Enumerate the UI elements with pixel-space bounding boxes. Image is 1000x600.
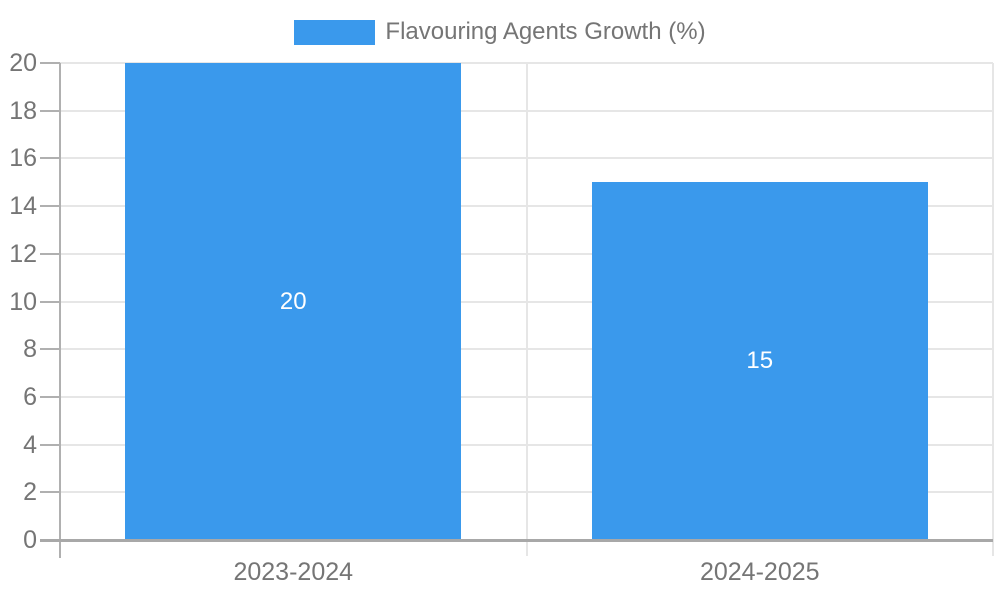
y-axis-tick-label: 14 (9, 192, 37, 221)
y-axis-tick-label: 2 (23, 478, 37, 507)
legend-label: Flavouring Agents Growth (%) (385, 18, 706, 45)
y-axis-tick-label: 0 (23, 526, 37, 554)
y-axis-tick (40, 443, 60, 446)
bar-value-label: 15 (746, 347, 774, 375)
y-axis-tick-label: 12 (9, 239, 37, 268)
y-axis-line (59, 63, 61, 558)
y-axis-tick-label: 10 (9, 287, 37, 316)
y-axis-tick-label: 16 (9, 144, 37, 173)
y-axis-tick (40, 62, 60, 64)
y-axis-tick-label: 8 (23, 335, 37, 364)
y-axis-tick (40, 348, 60, 351)
y-axis-tick (40, 300, 60, 303)
y-axis-tick (40, 157, 60, 160)
y-axis-tick (40, 109, 60, 112)
y-axis-tick-label: 20 (9, 49, 37, 77)
y-axis-tick (40, 395, 60, 398)
bar[interactable] (125, 63, 462, 540)
category-divider-line (525, 63, 528, 556)
y-axis-tick-label: 6 (23, 382, 37, 411)
y-axis-tick-label: 4 (23, 430, 37, 459)
x-axis-baseline (40, 538, 993, 542)
x-axis-tick-label: 2023-2024 (233, 558, 354, 586)
bar[interactable] (591, 182, 928, 540)
legend-swatch (294, 19, 376, 45)
y-axis-tick (40, 252, 60, 255)
bar-value-label: 20 (279, 287, 307, 315)
y-axis-tick (40, 491, 60, 494)
plot-right-edge-line (992, 63, 994, 556)
y-axis-tick-label: 18 (9, 96, 37, 125)
y-axis-tick (40, 205, 60, 208)
x-axis-tick-label: 2024-2025 (699, 558, 820, 586)
legend: Flavouring Agents Growth (%) (0, 17, 1000, 47)
